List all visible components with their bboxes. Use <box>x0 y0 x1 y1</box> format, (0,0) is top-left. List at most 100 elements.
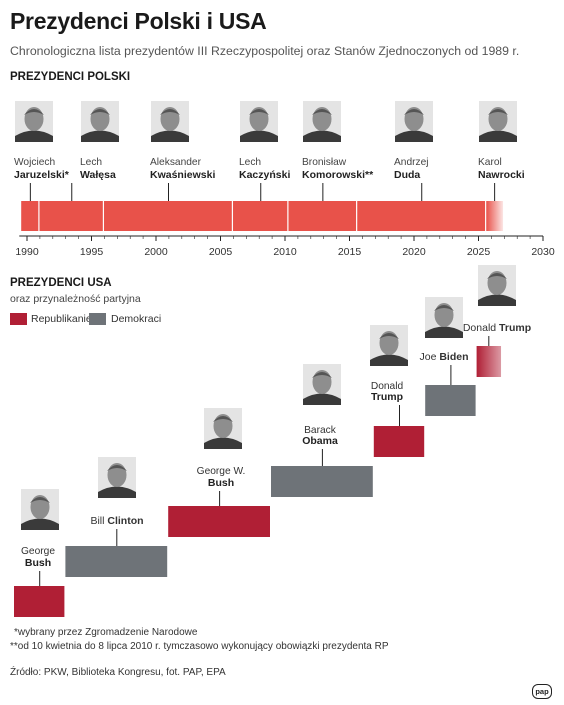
poland-portrait-5 <box>303 101 341 142</box>
poland-tick-label-2025: 2025 <box>467 246 491 258</box>
usa-last-name-6: Biden <box>439 351 468 363</box>
usa-portrait-3 <box>204 408 242 449</box>
poland-term-bar-1 <box>21 201 39 231</box>
poland-last-name-1: Jaruzelski* <box>14 169 70 181</box>
poland-portrait-6 <box>395 101 433 142</box>
poland-term-bar-7 <box>486 201 504 231</box>
footnote-2: **od 10 kwietnia do 8 lipca 2010 r. tymc… <box>10 641 389 652</box>
poland-tick-label-2010: 2010 <box>273 246 297 258</box>
usa-portrait-4 <box>303 364 341 405</box>
usa-term-bar-5 <box>373 426 425 457</box>
poland-portrait-7-suit <box>479 130 517 142</box>
page-subtitle: Chronologiczna lista prezydentów III Rze… <box>10 44 520 58</box>
usa-portrait-3-hair <box>213 416 233 422</box>
usa-portrait-2-suit <box>98 486 136 498</box>
usa-first-name-5: Donald <box>371 381 404 392</box>
usa-portrait-7-face <box>487 271 507 295</box>
poland-term-bar-2 <box>39 201 103 231</box>
usa-first-name-7: Donald <box>463 322 499 334</box>
poland-last-name-4: Kaczyński <box>239 169 290 181</box>
usa-portrait-6 <box>425 297 463 338</box>
poland-last-name-6: Duda <box>394 169 420 181</box>
usa-portrait-5-face <box>379 331 399 355</box>
poland-tick-label-2000: 2000 <box>144 246 168 258</box>
usa-first-name-1: George <box>21 546 55 557</box>
poland-tick-label-2030: 2030 <box>531 246 555 258</box>
legend-democrat-swatch <box>89 313 106 325</box>
poland-term-bar-6 <box>357 201 486 231</box>
poland-portrait-5-hair <box>312 109 332 115</box>
footnote-1: *wybrany przez Zgromadzenie Narodowe <box>14 627 198 638</box>
usa-section-title: PREZYDENCI USA <box>10 277 112 289</box>
poland-portrait-2 <box>81 101 119 142</box>
poland-portrait-7 <box>479 101 517 142</box>
poland-portrait-4 <box>240 101 278 142</box>
usa-term-bar-4 <box>271 466 373 497</box>
usa-portrait-1-suit <box>21 518 59 530</box>
poland-section-title: PREZYDENCI POLSKI <box>10 71 131 83</box>
usa-portrait-2 <box>98 457 136 498</box>
poland-tick-label-2015: 2015 <box>338 246 362 258</box>
usa-portrait-5-suit <box>370 354 408 366</box>
usa-portrait-6-face <box>434 303 454 327</box>
poland-last-name-5: Komorowski** <box>302 169 374 181</box>
usa-last-name-4: Obama <box>302 435 338 447</box>
usa-term-bar-6 <box>425 385 476 416</box>
poland-last-name-3: Kwaśniewski <box>150 169 215 181</box>
poland-portrait-6-suit <box>395 130 433 142</box>
poland-tick-label-2020: 2020 <box>402 246 426 258</box>
poland-portrait-1-hair <box>24 109 44 115</box>
poland-portrait-4-face <box>249 107 269 131</box>
poland-first-name-3: Aleksander <box>150 157 202 168</box>
usa-portrait-4-suit <box>303 393 341 405</box>
poland-first-name-7: Karol <box>478 157 502 168</box>
poland-term-bar-5 <box>288 201 357 231</box>
poland-portrait-3-hair <box>160 109 180 115</box>
poland-last-name-2: Wałęsa <box>80 169 116 181</box>
usa-portrait-5 <box>370 325 408 366</box>
poland-portrait-3-suit <box>151 130 189 142</box>
poland-portrait-6-face <box>404 107 424 131</box>
poland-portrait-5-face <box>312 107 332 131</box>
legend-republican-swatch <box>10 313 27 325</box>
poland-portrait-7-face <box>488 107 508 131</box>
usa-portrait-6-hair <box>434 305 454 311</box>
poland-portrait-4-suit <box>240 130 278 142</box>
usa-portrait-4-face <box>312 370 332 394</box>
usa-portrait-6-suit <box>425 326 463 338</box>
poland-portrait-2-suit <box>81 130 119 142</box>
poland-tick-label-1995: 1995 <box>80 246 104 258</box>
poland-first-name-1: Wojciech <box>14 157 55 168</box>
usa-last-name-2: Clinton <box>107 515 143 527</box>
poland-first-name-6: Andrzej <box>394 157 429 168</box>
usa-portrait-7 <box>478 265 516 306</box>
usa-term-fade <box>476 346 502 377</box>
usa-portrait-7-hair <box>487 273 507 279</box>
usa-portrait-4-hair <box>312 372 332 378</box>
poland-portrait-2-hair <box>90 109 110 115</box>
poland-portrait-7-hair <box>488 109 508 115</box>
usa-term-bar-1 <box>14 586 65 617</box>
usa-first-name-3: George W. <box>197 466 246 477</box>
usa-portrait-2-face <box>107 463 127 487</box>
poland-tick-label-2005: 2005 <box>209 246 233 258</box>
usa-last-name-7: Trump <box>499 322 531 334</box>
poland-term-bar-3 <box>104 201 232 231</box>
usa-portrait-2-hair <box>107 465 127 471</box>
usa-portrait-3-face <box>213 414 233 438</box>
usa-name-6: Joe Biden <box>419 351 468 363</box>
poland-portrait-6-hair <box>404 109 424 115</box>
source-note: Źródło: PKW, Biblioteka Kongresu, fot. P… <box>10 667 226 678</box>
usa-term-bar-3 <box>168 506 270 537</box>
usa-first-name-6: Joe <box>419 351 439 363</box>
poland-portrait-2-face <box>90 107 110 131</box>
pap-logo: pap <box>532 684 552 699</box>
poland-term-bar-4 <box>233 201 288 231</box>
usa-name-7: Donald Trump <box>463 322 531 334</box>
usa-first-name-4: Barack <box>304 425 337 436</box>
poland-first-name-5: Bronisław <box>302 157 347 168</box>
poland-portrait-1-face <box>24 107 44 131</box>
poland-first-name-4: Lech <box>239 157 261 168</box>
usa-section-subtitle: oraz przynależność partyjna <box>10 293 141 305</box>
usa-last-name-5: Trump <box>371 391 403 403</box>
